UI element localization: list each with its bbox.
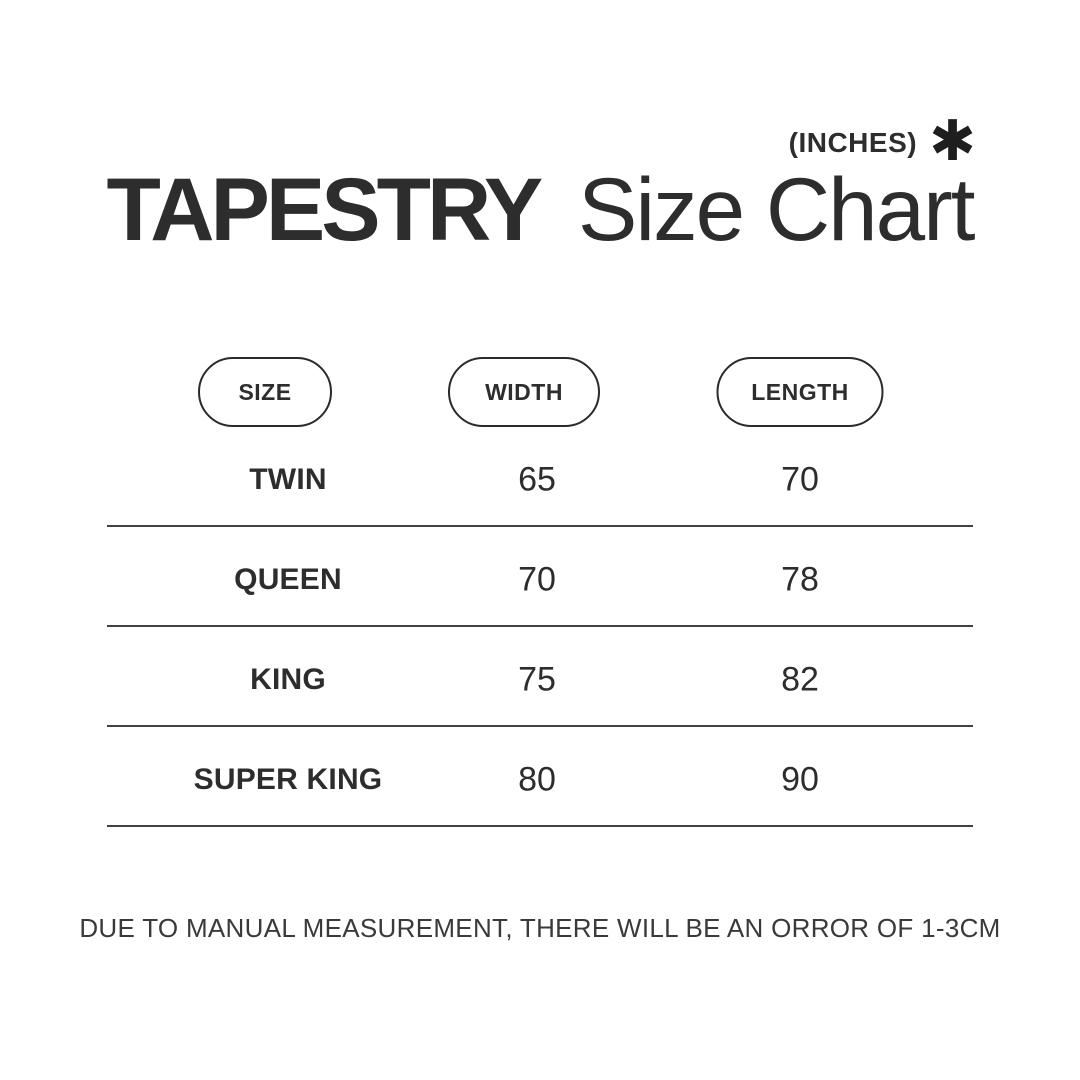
length-value: 70 — [781, 460, 819, 499]
length-value: 78 — [781, 560, 819, 599]
width-value: 70 — [518, 560, 556, 599]
page-title-product: TAPESTRY — [106, 159, 543, 259]
size-cell: SUPER KING — [193, 762, 383, 796]
table-row: TWIN 65 70 — [107, 427, 973, 527]
column-header-size: SIZE — [198, 357, 332, 427]
size-chart-table: TWIN 65 70 QUEEN 70 78 KING 75 82 SUPER … — [107, 427, 973, 827]
width-value: 80 — [518, 760, 556, 799]
page-title-suffix: Size Chart — [578, 159, 975, 259]
asterisk-icon: ✱ — [929, 109, 976, 174]
length-value: 90 — [781, 760, 819, 799]
width-value: 65 — [518, 460, 556, 499]
column-header-length: LENGTH — [716, 357, 884, 427]
size-cell: KING — [250, 662, 326, 696]
page-title: TAPESTRY Size Chart — [0, 165, 1080, 254]
table-row: KING 75 82 — [107, 627, 973, 727]
table-row: SUPER KING 80 90 — [107, 727, 973, 827]
unit-indicator: (INCHES) ✱ — [789, 112, 976, 174]
column-header-width: WIDTH — [448, 357, 600, 427]
measurement-note: DUE TO MANUAL MEASUREMENT, THERE WILL BE… — [79, 913, 1001, 943]
table-header: SIZE WIDTH LENGTH — [107, 357, 973, 427]
unit-label: (INCHES) — [788, 127, 918, 158]
table-row: QUEEN 70 78 — [107, 527, 973, 627]
length-value: 82 — [781, 660, 819, 699]
size-cell: QUEEN — [234, 562, 342, 596]
size-cell: TWIN — [249, 462, 327, 496]
width-value: 75 — [518, 660, 556, 699]
